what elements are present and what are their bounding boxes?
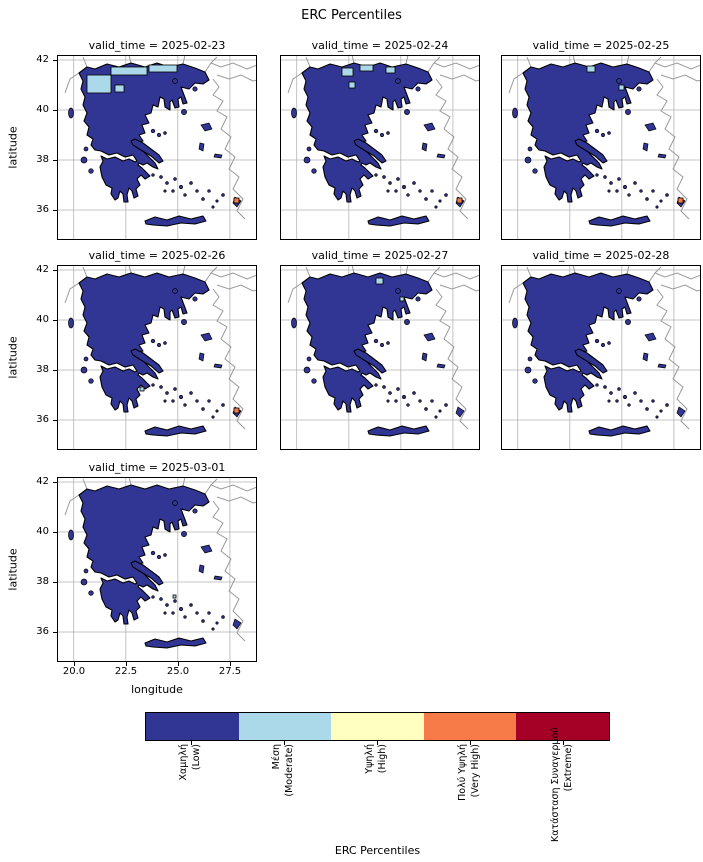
y-tick-label: 40 [36, 526, 49, 537]
y-tick-mark [53, 270, 57, 271]
greece-map [501, 265, 701, 450]
subplot-5: valid_time = 2025-02-27 [280, 249, 480, 450]
y-tick-mark [53, 582, 57, 583]
colorbar [145, 712, 610, 741]
colorbar-label-moderate: Μέση (Moderate) [271, 744, 295, 797]
subplot-6: valid_time = 2025-02-28 [501, 249, 701, 450]
x-tick-label: 25.0 [166, 666, 190, 677]
y-tick-label: 42 [36, 476, 49, 487]
subplot-title: valid_time = 2025-02-26 [88, 249, 226, 262]
subplot-title: valid_time = 2025-02-27 [311, 249, 449, 262]
y-tick-label: 36 [36, 414, 49, 425]
y-tick-mark [53, 210, 57, 211]
y-tick-label: 38 [36, 154, 49, 165]
subplot-7: valid_time = 2025-03-01 latitude 42 40 3… [7, 461, 257, 696]
greece-map [57, 265, 257, 450]
colorbar-tick [563, 741, 564, 745]
x-tick-label: 20.0 [62, 666, 86, 677]
y-axis-label: latitude [6, 126, 20, 169]
colorbar-tick [377, 741, 378, 745]
greece-map [280, 265, 480, 450]
y-tick-mark [53, 420, 57, 421]
y-tick-mark [53, 160, 57, 161]
x-tick-mark [229, 662, 231, 666]
colorbar-label-extreme: Κατάσταση Συναγερμού (Extreme) [550, 727, 574, 842]
colorbar-tick [191, 741, 192, 745]
x-axis-label: longitude [131, 683, 183, 696]
x-tick-mark [125, 662, 127, 666]
x-tick-label: 27.5 [218, 666, 242, 677]
greece-map [501, 55, 701, 240]
colorbar-axis-label: ERC Percentiles [334, 844, 421, 857]
y-tick-mark [53, 320, 57, 321]
y-tick-mark [53, 482, 57, 483]
y-tick-label: 38 [36, 576, 49, 587]
subplot-2: valid_time = 2025-02-24 [280, 39, 480, 240]
subplot-title: valid_time = 2025-02-25 [532, 39, 670, 52]
greece-map [57, 477, 257, 662]
y-tick-label: 36 [36, 626, 49, 637]
colorbar-segment-extreme [516, 713, 609, 740]
subplot-title: valid_time = 2025-03-01 [88, 461, 226, 474]
y-axis-label: latitude [6, 548, 20, 591]
colorbar-tick [284, 741, 285, 745]
y-tick-label: 40 [36, 314, 49, 325]
y-tick-mark [53, 370, 57, 371]
subplot-title: valid_time = 2025-02-23 [88, 39, 226, 52]
subplot-4: valid_time = 2025-02-26 latitude 42 40 3… [7, 249, 257, 450]
colorbar-label-low: Χαμηλή (Low) [178, 744, 202, 781]
colorbar-segment-low [146, 713, 239, 740]
x-tick-mark [73, 662, 75, 666]
figure-title: ERC Percentiles [301, 8, 402, 23]
colorbar-segment-high [331, 713, 424, 740]
subplot-1: valid_time = 2025-02-23 latitude 42 40 3… [7, 39, 257, 240]
greece-map [57, 55, 257, 240]
y-tick-mark [53, 60, 57, 61]
y-tick-mark [53, 532, 57, 533]
y-tick-label: 42 [36, 54, 49, 65]
x-tick-mark [177, 662, 179, 666]
subplot-title: valid_time = 2025-02-24 [311, 39, 449, 52]
y-tick-label: 38 [36, 364, 49, 375]
colorbar-tick [470, 741, 471, 745]
subplot-3: valid_time = 2025-02-25 [501, 39, 701, 240]
x-tick-label: 22.5 [114, 666, 138, 677]
subplot-title: valid_time = 2025-02-28 [532, 249, 670, 262]
greece-map [280, 55, 480, 240]
y-tick-label: 36 [36, 204, 49, 215]
y-tick-mark [53, 632, 57, 633]
y-axis-label: latitude [6, 336, 20, 379]
y-tick-label: 40 [36, 104, 49, 115]
colorbar-label-very-high: Πολύ Υψηλή (Very High) [457, 744, 481, 801]
y-tick-label: 42 [36, 264, 49, 275]
colorbar-segment-moderate [238, 713, 332, 740]
colorbar-segment-very-high [423, 713, 517, 740]
colorbar-label-high: Υψηλή (High) [364, 744, 388, 774]
y-tick-mark [53, 110, 57, 111]
